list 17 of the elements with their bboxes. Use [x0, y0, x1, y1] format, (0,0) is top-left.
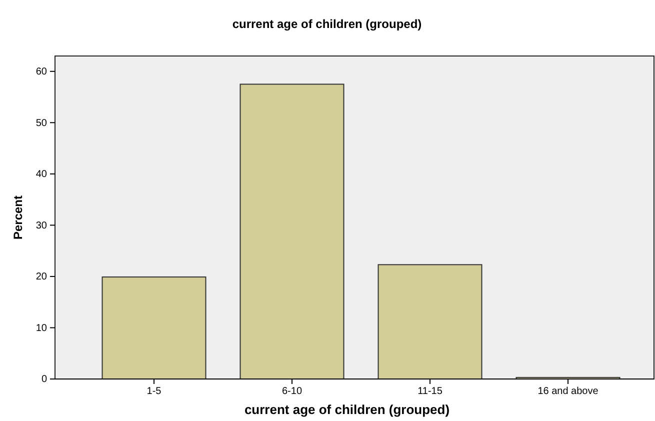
y-tick-label: 30: [36, 220, 48, 232]
bar: [102, 276, 206, 380]
chart-title: current age of children (grouped): [232, 17, 422, 31]
bar: [240, 84, 344, 380]
y-axis-title: Percent: [11, 195, 25, 240]
bar: [378, 264, 482, 380]
x-tick-label: 1-5: [146, 386, 162, 398]
x-tick-label: 6-10: [282, 386, 302, 398]
y-tick-label: 50: [36, 118, 48, 129]
x-tick-label: 11-15: [418, 386, 443, 398]
y-tick-label: 20: [36, 272, 48, 283]
y-tick-label: 10: [36, 322, 48, 334]
y-tick-label: 0: [41, 374, 48, 386]
x-tick-label: 16 and above: [538, 386, 599, 398]
y-tick-label: 40: [36, 169, 48, 180]
x-axis-title: current age of children (grouped): [244, 402, 450, 417]
y-tick-label: 60: [36, 66, 48, 78]
